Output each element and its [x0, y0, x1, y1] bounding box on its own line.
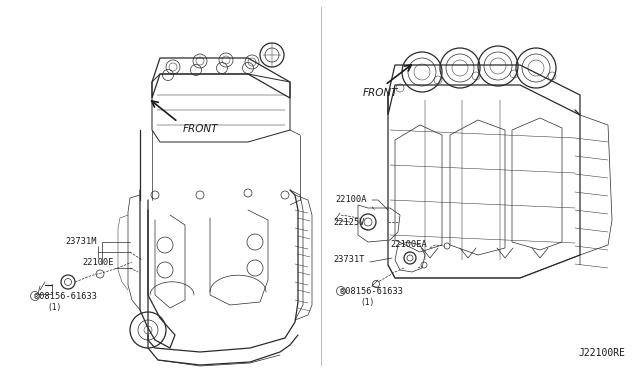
Text: FRONT: FRONT	[363, 88, 399, 98]
Text: ®08156-61633: ®08156-61633	[34, 292, 97, 301]
Text: 23731M: 23731M	[65, 237, 97, 246]
Text: 22100E: 22100E	[82, 258, 113, 267]
Text: FRONT: FRONT	[183, 124, 218, 134]
Text: 23731T: 23731T	[333, 255, 365, 264]
Text: (1): (1)	[47, 303, 61, 312]
Text: ®08156-61633: ®08156-61633	[340, 287, 403, 296]
Text: (1): (1)	[360, 298, 374, 307]
Text: J22100RE: J22100RE	[578, 348, 625, 358]
Text: 22100EA: 22100EA	[390, 240, 427, 249]
Text: 22125V: 22125V	[333, 218, 365, 227]
Text: 22100A: 22100A	[335, 195, 367, 204]
